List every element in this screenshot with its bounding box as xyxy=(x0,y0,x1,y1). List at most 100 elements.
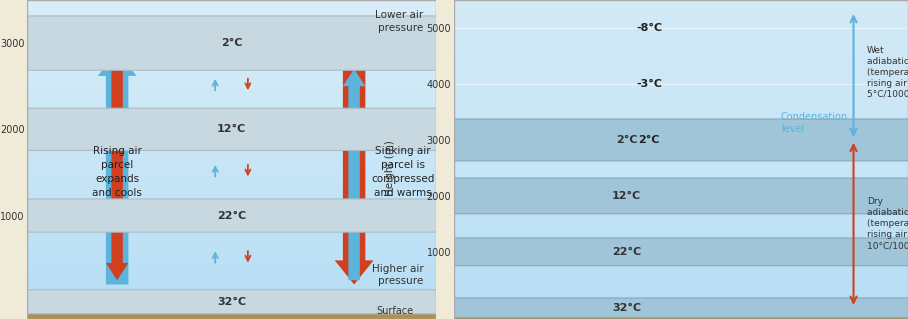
Bar xyxy=(27,15,436,19)
Text: Lower air
pressure: Lower air pressure xyxy=(375,10,423,33)
FancyArrow shape xyxy=(98,52,136,285)
Bar xyxy=(454,289,908,293)
Bar xyxy=(27,219,436,223)
Text: Wet
adiabatic rate
(temperature of
rising air drops at
5°C/1000 meters): Wet adiabatic rate (temperature of risin… xyxy=(867,46,908,100)
Bar xyxy=(454,150,908,154)
Bar xyxy=(27,19,436,23)
Bar xyxy=(454,285,908,289)
Bar xyxy=(27,117,436,121)
Text: 2°C: 2°C xyxy=(638,135,660,145)
Bar xyxy=(27,275,436,279)
Text: 32°C: 32°C xyxy=(217,297,246,307)
Bar xyxy=(27,192,436,196)
Bar xyxy=(454,304,908,308)
Bar xyxy=(454,58,908,62)
Bar xyxy=(454,31,908,35)
Bar xyxy=(27,230,436,234)
Bar xyxy=(454,100,908,104)
Bar xyxy=(454,223,908,227)
Bar xyxy=(454,189,908,192)
Circle shape xyxy=(0,119,908,161)
Bar xyxy=(454,293,908,296)
Bar xyxy=(27,234,436,238)
Bar xyxy=(27,177,436,181)
Bar xyxy=(27,271,436,275)
Bar xyxy=(27,189,436,192)
Bar xyxy=(27,249,436,253)
Bar xyxy=(27,155,436,159)
Bar xyxy=(27,11,436,15)
Bar xyxy=(454,254,908,258)
Bar xyxy=(454,262,908,265)
Text: -3°C: -3°C xyxy=(637,79,662,89)
Bar xyxy=(27,279,436,283)
Bar xyxy=(454,269,908,273)
Bar xyxy=(454,281,908,285)
Bar xyxy=(454,204,908,208)
Bar xyxy=(27,109,436,113)
Bar xyxy=(27,223,436,226)
Bar xyxy=(27,264,436,268)
Bar xyxy=(454,73,908,77)
Bar xyxy=(27,207,436,211)
Bar xyxy=(454,192,908,196)
Text: Height (m): Height (m) xyxy=(385,140,396,196)
FancyArrow shape xyxy=(106,69,128,280)
Bar xyxy=(454,46,908,50)
Bar xyxy=(454,54,908,58)
Bar xyxy=(27,256,436,260)
Bar xyxy=(454,196,908,200)
Bar xyxy=(27,245,436,249)
Bar xyxy=(27,8,436,11)
Bar xyxy=(27,151,436,155)
Bar xyxy=(27,166,436,170)
Bar xyxy=(454,138,908,142)
Bar xyxy=(27,132,436,136)
Bar xyxy=(27,38,436,41)
Bar xyxy=(27,34,436,38)
Bar xyxy=(27,226,436,230)
Bar xyxy=(454,208,908,211)
Bar xyxy=(454,239,908,242)
Bar xyxy=(27,23,436,26)
Bar xyxy=(454,169,908,173)
Circle shape xyxy=(0,178,908,214)
Text: 2°C: 2°C xyxy=(221,38,242,48)
Bar xyxy=(454,185,908,189)
Bar xyxy=(27,121,436,124)
Bar xyxy=(27,0,436,4)
Bar xyxy=(27,185,436,189)
Text: -8°C: -8°C xyxy=(637,23,662,33)
Bar xyxy=(454,35,908,39)
Bar xyxy=(27,253,436,256)
Bar xyxy=(27,94,436,98)
Bar xyxy=(27,143,436,147)
Bar xyxy=(454,313,908,319)
Bar xyxy=(454,0,908,4)
Bar xyxy=(454,131,908,135)
Bar xyxy=(454,135,908,138)
FancyArrow shape xyxy=(343,69,365,280)
Bar xyxy=(27,174,436,177)
Circle shape xyxy=(0,108,908,151)
FancyArrow shape xyxy=(335,52,373,285)
Bar xyxy=(454,42,908,46)
Bar xyxy=(454,211,908,215)
Bar xyxy=(454,308,908,313)
Bar xyxy=(454,81,908,85)
Text: 22°C: 22°C xyxy=(612,247,641,257)
Bar xyxy=(454,23,908,27)
Bar xyxy=(27,196,436,200)
Bar xyxy=(27,72,436,75)
Bar xyxy=(27,79,436,83)
Bar xyxy=(27,238,436,241)
Text: Condensation
level: Condensation level xyxy=(781,112,848,134)
Bar xyxy=(27,200,436,204)
Bar xyxy=(454,166,908,169)
Text: Surface: Surface xyxy=(376,306,413,315)
Bar xyxy=(454,50,908,54)
Bar xyxy=(27,215,436,219)
Bar xyxy=(454,8,908,11)
Bar xyxy=(454,62,908,65)
Bar xyxy=(454,65,908,69)
